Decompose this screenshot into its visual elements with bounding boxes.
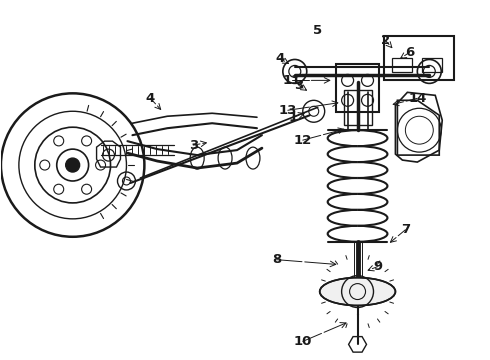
Text: 14: 14 [408, 92, 426, 105]
Text: 3: 3 [294, 79, 303, 92]
Circle shape [96, 160, 105, 170]
Text: 6: 6 [405, 46, 414, 59]
Circle shape [54, 184, 64, 194]
Text: 7: 7 [401, 223, 410, 236]
Text: 3: 3 [189, 139, 198, 152]
Text: 4: 4 [275, 52, 285, 65]
Circle shape [66, 158, 80, 172]
Text: 4: 4 [146, 92, 155, 105]
Bar [385, 36, 454, 80]
Text: 8: 8 [272, 253, 281, 266]
Ellipse shape [319, 278, 395, 306]
Text: 9: 9 [373, 260, 382, 273]
Circle shape [54, 136, 64, 146]
Text: 1: 1 [288, 111, 297, 124]
Bar [336, 64, 379, 112]
Circle shape [82, 184, 92, 194]
Text: 2: 2 [381, 34, 390, 47]
Text: 5: 5 [313, 24, 322, 37]
Text: 10: 10 [294, 335, 312, 348]
Text: 12: 12 [294, 134, 312, 147]
Bar [422, 58, 442, 72]
Text: 13: 13 [279, 104, 297, 117]
Circle shape [40, 160, 50, 170]
Bar [343, 90, 371, 125]
Circle shape [82, 136, 92, 146]
Bar [392, 58, 413, 72]
Text: 11: 11 [283, 74, 301, 87]
